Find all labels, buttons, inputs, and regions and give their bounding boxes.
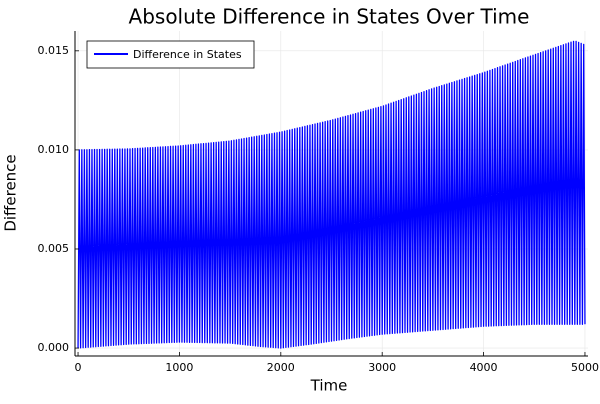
x-tick-label: 5000 xyxy=(571,361,599,374)
x-tick-label: 3000 xyxy=(368,361,396,374)
legend-label: Difference in States xyxy=(133,48,242,61)
frame-layer xyxy=(74,31,588,357)
tick-layer: 0 1000 2000 3000 4000 5000 0.000 0.005 0.010 0.01… xyxy=(38,44,599,374)
x-axis-title: Time xyxy=(310,377,348,395)
x-tick-label: 0 xyxy=(75,361,82,374)
y-tick-label: 0.010 xyxy=(38,143,70,156)
y-axis-title: Difference xyxy=(2,154,20,231)
series-layer xyxy=(77,40,586,349)
x-tick-label: 4000 xyxy=(470,361,498,374)
legend: Difference in States xyxy=(86,40,255,69)
y-tick-label: 0.015 xyxy=(38,44,70,57)
y-tick-label: 0.000 xyxy=(38,341,70,354)
series-line xyxy=(77,40,586,349)
y-tick-label: 0.005 xyxy=(38,242,70,255)
chart-title: Absolute Difference in States Over Time xyxy=(129,5,530,29)
x-tick-label: 2000 xyxy=(267,361,295,374)
x-tick-label: 1000 xyxy=(165,361,193,374)
